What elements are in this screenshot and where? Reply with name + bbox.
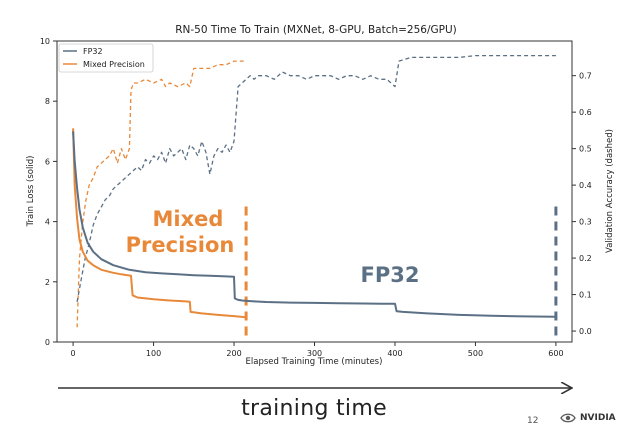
x-tick-label: 400: [387, 349, 402, 358]
mixed-accuracy-line: [76, 60, 247, 328]
legend-label-mixed: Mixed Precision: [83, 60, 145, 69]
x-tick-label: 0: [71, 349, 76, 358]
x-tick-label: 600: [548, 349, 563, 358]
mixed-loss-line: [72, 128, 247, 319]
y-tick-label: 8: [45, 97, 50, 106]
annotation-mixed-line1: Mixed: [153, 207, 224, 231]
y-tick-label: 10: [40, 37, 50, 46]
nvidia-eye-icon: [560, 413, 576, 423]
y-tick-label: 0: [45, 338, 50, 347]
x-tick-label: 100: [146, 349, 161, 358]
nvidia-logo-text: NVIDIA: [580, 413, 616, 423]
annotation-mixed-line2: Precision: [126, 233, 235, 257]
y2-tick-label: 0.4: [579, 181, 592, 190]
y2-tick-label: 0.2: [579, 254, 592, 263]
y2-tick-label: 0.6: [579, 108, 592, 117]
y2-axis-label: Validation Accuracy (dashed): [605, 129, 615, 253]
y-axis-label: Train Loss (solid): [26, 156, 36, 228]
nvidia-logo: NVIDIA: [560, 412, 616, 424]
legend-box: [58, 43, 154, 73]
axes: 0 100 200 300 400 500 600 0 2 4 6 8 10 0.0 0.1 0.2 0.3 0.…: [40, 37, 592, 358]
y2-tick-label: 0.7: [579, 72, 592, 81]
legend-label-fp32: FP32: [83, 47, 103, 56]
y-tick-label: 6: [45, 157, 50, 166]
plot-marks: [72, 54, 558, 342]
legend: FP32 Mixed Precision: [58, 43, 154, 73]
y2-tick-label: 0.1: [579, 291, 592, 300]
x-tick-label: 500: [468, 349, 483, 358]
fp32-accuracy-line: [76, 54, 556, 303]
x-axis-label: Elapsed Training Time (minutes): [246, 357, 383, 367]
page-number: 12: [527, 416, 539, 426]
y2-tick-label: 0.3: [579, 218, 592, 227]
y-tick-label: 4: [45, 218, 50, 227]
chart-title: RN-50 Time To Train (MXNet, 8-GPU, Batch…: [175, 24, 457, 36]
y2-tick-label: 0.5: [579, 145, 592, 154]
x-tick-label: 300: [307, 349, 322, 358]
annotation-fp32: FP32: [361, 263, 420, 287]
fp32-loss-line: [72, 131, 556, 318]
x-tick-label: 200: [226, 349, 241, 358]
y-tick-label: 2: [45, 278, 50, 287]
y2-tick-label: 0.0: [579, 327, 592, 336]
training-time-label: training time: [241, 396, 387, 421]
